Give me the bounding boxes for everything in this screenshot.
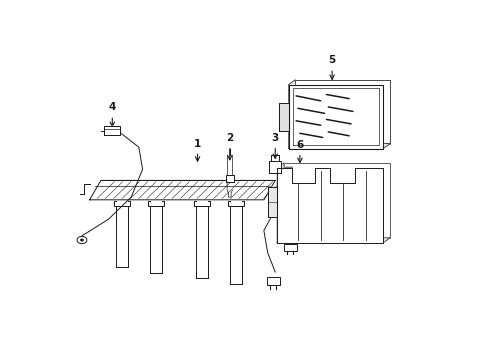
Polygon shape — [89, 180, 275, 200]
Text: 6: 6 — [296, 140, 303, 162]
Text: 1: 1 — [194, 139, 201, 161]
Circle shape — [81, 239, 83, 241]
Bar — [283, 244, 297, 251]
Polygon shape — [277, 238, 389, 243]
Polygon shape — [288, 144, 389, 149]
Circle shape — [77, 237, 87, 244]
Polygon shape — [277, 163, 284, 243]
Polygon shape — [277, 168, 383, 243]
Polygon shape — [267, 186, 277, 217]
Polygon shape — [329, 168, 354, 183]
Text: 3: 3 — [271, 133, 278, 158]
Bar — [225, 175, 233, 182]
Polygon shape — [279, 103, 288, 131]
Polygon shape — [104, 126, 120, 135]
Polygon shape — [292, 168, 314, 183]
Polygon shape — [288, 80, 295, 149]
Bar — [266, 277, 280, 284]
Text: 2: 2 — [225, 133, 233, 160]
Polygon shape — [268, 161, 281, 174]
Text: 5: 5 — [328, 55, 335, 79]
Polygon shape — [288, 85, 383, 149]
Text: 4: 4 — [108, 103, 116, 126]
